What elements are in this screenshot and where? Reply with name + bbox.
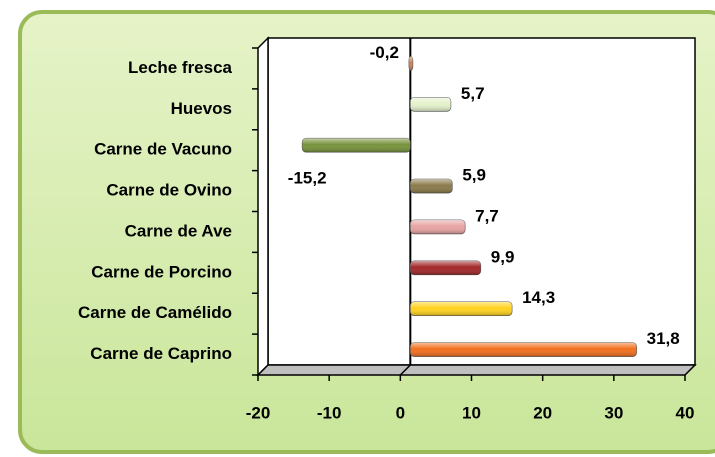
x-tick-label: 20 bbox=[533, 403, 552, 422]
data-label: 5,7 bbox=[461, 84, 485, 103]
bar-shine bbox=[408, 56, 413, 71]
data-label: 31,8 bbox=[647, 329, 680, 348]
x-tick-label: -20 bbox=[246, 403, 271, 422]
x-tick-label: 10 bbox=[462, 403, 481, 422]
y-tick-label: Carne de Ovino bbox=[106, 181, 232, 200]
bar-shine bbox=[410, 219, 466, 234]
bar-shine bbox=[410, 342, 637, 357]
data-label: -15,2 bbox=[288, 169, 327, 188]
y-tick-label: Carne de Vacuno bbox=[94, 140, 232, 159]
floor bbox=[256, 364, 697, 376]
data-label: 7,7 bbox=[475, 206, 499, 225]
side-wall bbox=[257, 36, 269, 377]
data-label: -0,2 bbox=[370, 43, 399, 62]
x-tick-label: 40 bbox=[676, 403, 695, 422]
bar-shine bbox=[410, 179, 453, 194]
y-tick-label: Carne de Caprino bbox=[90, 344, 232, 363]
data-label: 14,3 bbox=[522, 288, 555, 307]
x-tick-label: -10 bbox=[317, 403, 342, 422]
y-tick-label: Carne de Camélido bbox=[78, 303, 232, 322]
bar-shine bbox=[410, 97, 451, 112]
y-tick-label: Carne de Porcino bbox=[91, 262, 232, 281]
bar-shine bbox=[410, 301, 513, 316]
bar-shine bbox=[302, 138, 411, 153]
data-label: 9,9 bbox=[491, 247, 515, 266]
y-tick-label: Leche fresca bbox=[128, 58, 232, 77]
data-label: 5,9 bbox=[462, 166, 486, 185]
bar-shine bbox=[410, 260, 481, 275]
y-tick-label: Huevos bbox=[171, 99, 232, 118]
y-tick-label: Carne de Ave bbox=[125, 221, 232, 240]
x-tick-label: 0 bbox=[396, 403, 405, 422]
zero-line-floor bbox=[399, 364, 411, 376]
x-tick-label: 30 bbox=[604, 403, 623, 422]
